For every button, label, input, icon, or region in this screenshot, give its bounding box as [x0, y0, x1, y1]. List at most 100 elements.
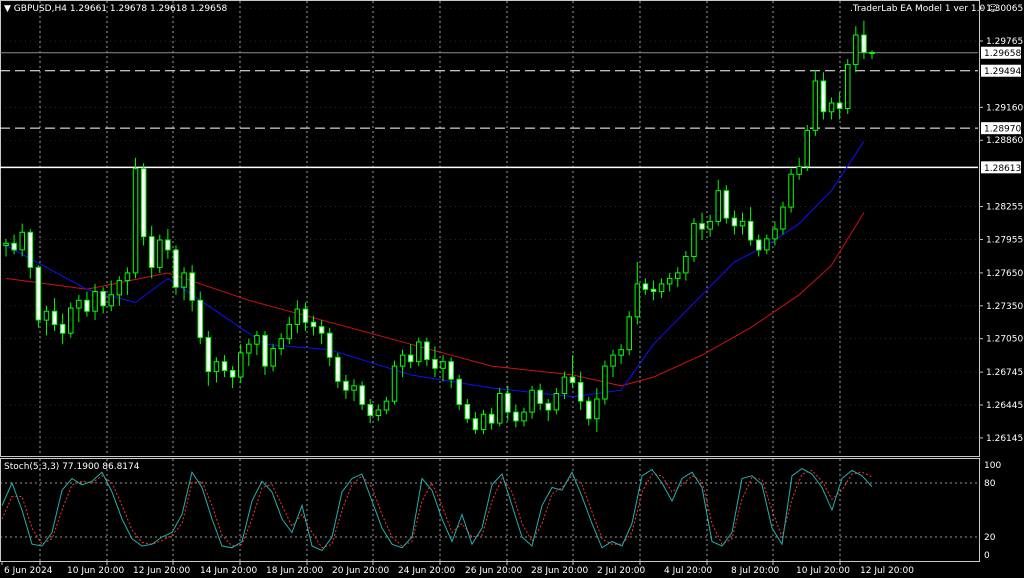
candle-bull	[391, 365, 398, 402]
price-pane-frame	[0, 0, 980, 457]
candle-bear	[229, 370, 236, 378]
candle-bull	[602, 365, 608, 400]
candle-bull	[480, 413, 487, 431]
candle-bull	[399, 354, 406, 367]
time-tick-label: 12 Jun 20:00	[133, 566, 190, 576]
candle-bear	[262, 334, 268, 367]
candle-bear	[140, 168, 147, 238]
level-tag-box	[981, 46, 1021, 59]
time-tick-label: 2 Jul 20:00	[597, 566, 646, 576]
time-tick-label: 10 Jun 20:00	[67, 566, 124, 576]
candle-bull	[675, 272, 681, 279]
ea-label-box: .TraderLab EA Model 1 ver 1.0 ☺	[850, 4, 997, 14]
candle-bear	[731, 217, 738, 227]
price-tick-label: 1.28255	[986, 203, 1023, 213]
candle-bear	[861, 34, 867, 53]
candle-bear	[367, 404, 373, 416]
price-tick-label: 1.30065	[986, 4, 1023, 14]
candle-bear	[318, 326, 325, 334]
price-axis: 1.30065 1.29765 1.29160 1.28860 1.28255 1.279…	[979, 4, 1023, 444]
candle-bear	[335, 356, 341, 382]
stoch-axis-label: 0	[984, 551, 990, 561]
candle-bull	[812, 80, 819, 131]
candle-bull	[715, 190, 721, 222]
candle-bear	[11, 242, 17, 251]
level-tag-box	[981, 161, 1021, 174]
candle-bull	[618, 349, 624, 356]
smiley-icon[interactable]: ☺	[988, 4, 998, 14]
candle-bull	[594, 398, 600, 420]
stoch-signal-line	[1, 469, 873, 549]
time-tick-label: 20 Jun 20:00	[332, 566, 389, 576]
candle-bull	[286, 323, 292, 340]
price-tick-label: 1.26745	[986, 368, 1023, 378]
price-tick-label: 1.26445	[986, 401, 1023, 411]
candle-bull	[68, 307, 74, 334]
candle-bull	[853, 34, 859, 66]
candle-bear	[747, 220, 754, 241]
candle-bear	[165, 239, 171, 251]
time-tick-label: 24 Jun 20:00	[398, 566, 455, 576]
candle-bull	[497, 393, 503, 424]
candle-bull	[707, 220, 713, 230]
time-tick-label: 28 Jun 20:00	[531, 566, 588, 576]
candle-bear	[327, 332, 333, 358]
candle-bear	[197, 299, 203, 339]
collapse-triangle-icon[interactable]: ▼	[4, 4, 11, 14]
candle-bull	[383, 400, 390, 411]
time-tick-label: 8 Jul 20:00	[731, 566, 780, 576]
symbol-quote-text: GBPUSD,H4 1.29661 1.29678 1.29618 1.2965…	[13, 4, 228, 14]
candle-bull	[658, 283, 665, 293]
candle-bear	[699, 223, 705, 230]
candle-bear	[343, 380, 349, 391]
candle-bull	[116, 280, 123, 296]
candlestick-series[interactable]	[3, 20, 875, 435]
candle-bear	[488, 413, 495, 424]
level-tag-box	[981, 64, 1021, 77]
candle-bear	[302, 308, 309, 323]
candle-bear	[464, 404, 471, 420]
candle-bull	[254, 334, 260, 345]
candle-bear	[650, 288, 657, 292]
candle-bull	[780, 206, 786, 230]
candle-bear	[51, 310, 58, 325]
candle-bull	[270, 348, 276, 367]
candle-bear	[586, 400, 592, 420]
candle-bear	[456, 378, 462, 405]
candle-bull	[157, 239, 163, 268]
stoch-pane-frame	[0, 458, 980, 562]
price-tick-label: 1.27350	[986, 302, 1023, 312]
stoch-axis-label: 80	[984, 479, 996, 489]
time-tick-label: 10 Jul 20:00	[796, 566, 850, 576]
chart-symbol-header: ▼ GBPUSD,H4 1.29661 1.29678 1.29618 1.29…	[4, 4, 227, 14]
candle-bull	[683, 256, 689, 274]
time-tick-label: 26 Jun 20:00	[465, 566, 522, 576]
candle-bear	[424, 341, 430, 360]
ea-label-text: .TraderLab EA Model 1 ver 1.0	[850, 4, 986, 14]
candle-bull	[124, 272, 131, 282]
candle-bull	[246, 343, 252, 354]
grid-lines	[0, 1, 978, 561]
candle-bull	[634, 283, 641, 318]
candle-bear	[836, 102, 843, 109]
candle-bull	[416, 341, 422, 363]
candle-bear	[407, 354, 414, 363]
candle-bull	[796, 166, 802, 175]
candle-bear	[35, 266, 42, 321]
candle-bear	[310, 321, 317, 328]
candle-bear	[537, 389, 543, 404]
candle-bear	[448, 361, 454, 380]
candle-bull	[440, 361, 446, 369]
candle-bull	[76, 299, 82, 309]
candle-bull	[626, 316, 632, 351]
candle-bull	[529, 389, 535, 413]
candle-bear	[149, 236, 155, 268]
candle-bear	[27, 231, 34, 268]
candle-bull	[3, 242, 9, 247]
candle-bull	[691, 223, 697, 258]
stoch-header: Stoch(5,3,3) 77.1900 86.8174	[4, 462, 139, 472]
candle-bear	[173, 249, 179, 288]
price-tick-label: 1.27050	[986, 335, 1023, 345]
price-tick-label: 1.29765	[986, 37, 1023, 47]
